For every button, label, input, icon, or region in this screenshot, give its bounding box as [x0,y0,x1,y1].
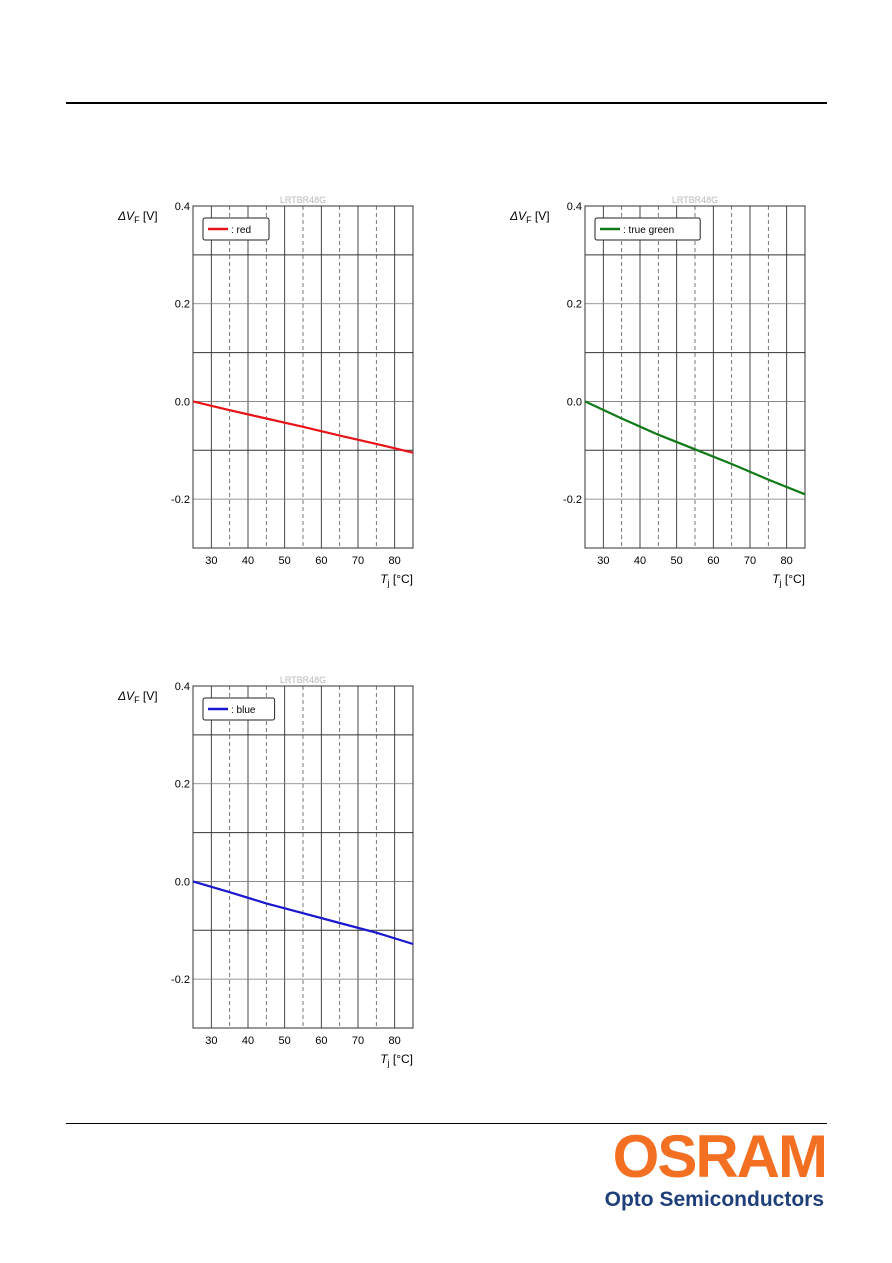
y-tick-label: 0.0 [567,396,582,408]
footer-rule [66,1123,827,1124]
legend-box [594,217,701,241]
series-line [192,400,414,454]
plot-border [192,205,414,549]
chart-svg: LRTBR48G 0.4 0.2 0.0 -0.2 30 40 50 60 70 80 ΔVF [V]… [117,195,414,588]
y-tick-label: -0.2 [563,494,582,506]
series-line [584,400,806,496]
x-tick-label: 80 [389,555,401,567]
y-axis-label: ΔVF [V] [117,689,158,705]
legend-label: : blue [231,705,256,716]
x-tick-label: 50 [671,555,683,567]
x-tick-label: 30 [597,555,609,567]
legend-box [202,217,270,241]
chart-red: LRTBR48G 0.4 0.2 0.0 -0.2 30 40 50 60 70 80 ΔVF [V]… [100,190,430,600]
x-tick-label: 40 [242,1035,254,1047]
x-axis-label: Tj [°C] [380,1052,413,1068]
y-tick-label: 0.0 [175,876,190,888]
chart-watermark: LRTBR48G [280,675,326,685]
chart-watermark: LRTBR48G [280,195,326,205]
y-axis-label: ΔVF [V] [117,209,158,225]
legend-box [202,697,276,721]
x-tick-label: 40 [242,555,254,567]
x-tick-label: 80 [781,555,793,567]
y-tick-label: 0.2 [175,779,190,791]
x-tick-label: 40 [634,555,646,567]
y-tick-label: 0.2 [175,299,190,311]
header-rule [66,102,827,104]
x-tick-label: 60 [315,1035,327,1047]
chart-true-green: LRTBR48G 0.4 0.2 0.0 -0.2 30 40 50 60 70 80 ΔVF [V]… [492,190,822,600]
x-tick-label: 30 [205,555,217,567]
legend-label: : true green [623,225,674,236]
x-tick-label: 50 [279,555,291,567]
y-tick-label: 0.4 [567,201,582,213]
x-tick-label: 80 [389,1035,401,1047]
chart-watermark: LRTBR48G [672,195,718,205]
y-tick-label: -0.2 [171,494,190,506]
y-tick-label: 0.0 [175,396,190,408]
x-tick-label: 70 [352,555,364,567]
y-axis-label: ΔVF [V] [509,209,550,225]
logo-subtitle: Opto Semiconductors [604,1188,824,1211]
x-tick-label: 50 [279,1035,291,1047]
x-tick-label: 60 [315,555,327,567]
y-tick-label: 0.4 [175,201,190,213]
x-axis-label: Tj [°C] [772,572,805,588]
y-tick-label: 0.4 [175,681,190,693]
x-axis-label: Tj [°C] [380,572,413,588]
x-tick-label: 60 [707,555,719,567]
chart-blue: LRTBR48G 0.4 0.2 0.0 -0.2 30 40 50 60 70 80 ΔVF [V]… [100,670,430,1080]
x-tick-label: 70 [352,1035,364,1047]
y-tick-label: -0.2 [171,974,190,986]
legend-label: : red [231,225,251,236]
y-tick-label: 0.2 [567,299,582,311]
osram-logo: OSRAM Opto Semiconductors [598,1125,828,1215]
plot-border [192,685,414,1029]
chart-svg: LRTBR48G 0.4 0.2 0.0 -0.2 30 40 50 60 70 80 ΔVF [V]… [117,675,414,1068]
x-tick-label: 70 [744,555,756,567]
plot-border [584,205,806,549]
x-tick-label: 30 [205,1035,217,1047]
series-line [192,880,414,946]
chart-svg: LRTBR48G 0.4 0.2 0.0 -0.2 30 40 50 60 70 80 ΔVF [V]… [509,195,806,588]
logo-wordmark: OSRAM [612,1123,828,1190]
